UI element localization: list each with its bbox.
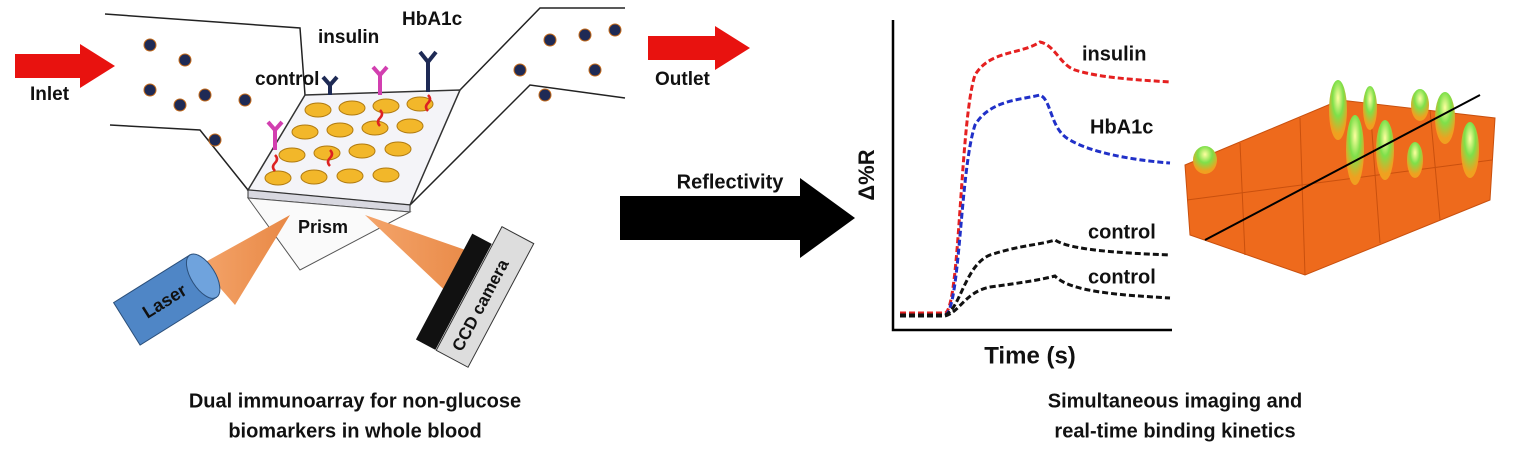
spr-peaks [1193,80,1479,185]
curve-label: control [1088,221,1156,243]
hba1c-label: HbA1c [402,9,463,30]
left-caption: Dual immunoarray for non-glucose [189,390,521,412]
left-caption: biomarkers in whole blood [228,420,481,442]
plot-axes [891,20,1172,332]
control-label: control [255,69,319,90]
curve-label: control [1088,266,1156,288]
outlet-label: Outlet [655,69,711,90]
process-arrow [620,178,855,258]
biomolecules [143,23,622,147]
x-axis-label: Time (s) [984,342,1076,369]
laser-beam [200,215,290,305]
kinetic-curves [900,40,1171,318]
laser: Laser [112,253,221,346]
y-axis-label: Δ%R [854,149,879,200]
insulin-label: insulin [318,27,379,48]
outlet-arrow [648,26,750,70]
profile-line [1204,94,1481,241]
surface-grid [1186,103,1493,276]
ccd-camera: CCD camera [415,226,535,368]
linkers [271,94,432,172]
curve-label: insulin [1082,43,1146,65]
inlet-arrow [15,44,115,88]
gold-spots [264,96,434,186]
arrow-label: Reflectivity [677,171,785,193]
prism-label: Prism [298,217,348,237]
inlet-label: Inlet [30,84,70,105]
antibodies [266,50,438,150]
right-caption: real-time binding kinetics [1054,420,1295,442]
flow-cell [104,7,626,206]
curve-label: HbA1c [1090,116,1153,138]
right-caption: Simultaneous imaging and [1048,390,1302,412]
